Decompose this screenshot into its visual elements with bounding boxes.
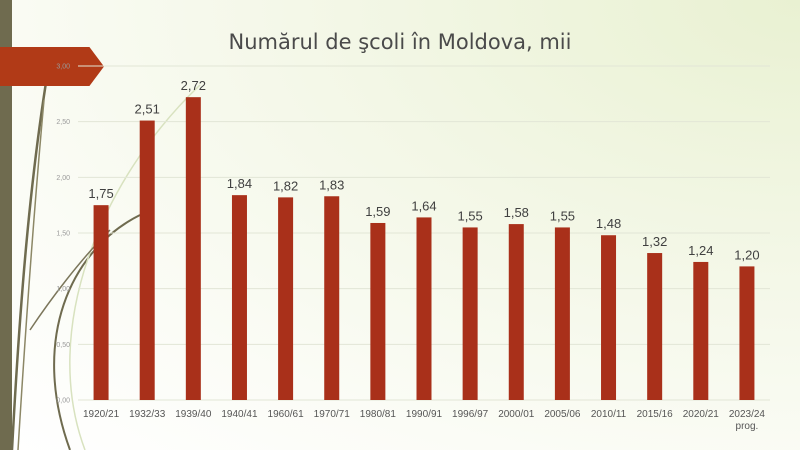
x-tick-label: 1940/41 bbox=[221, 409, 258, 420]
left-accent-strip bbox=[0, 0, 12, 450]
x-tick-label: 2015/16 bbox=[637, 409, 674, 420]
x-tick-label: 2020/21 bbox=[683, 409, 720, 420]
y-tick-label: 2,00 bbox=[56, 175, 70, 182]
data-label: 1,82 bbox=[273, 178, 298, 193]
bar bbox=[324, 196, 340, 400]
bar bbox=[508, 224, 524, 400]
data-label: 1,59 bbox=[365, 204, 390, 219]
x-tick-note: prog. bbox=[736, 421, 759, 432]
x-tick-label: 1996/97 bbox=[452, 409, 489, 420]
x-tick-label: 1980/81 bbox=[360, 409, 397, 420]
data-label: 2,51 bbox=[135, 102, 160, 117]
bar bbox=[93, 205, 109, 400]
bar bbox=[739, 266, 755, 400]
bar bbox=[278, 197, 294, 400]
data-label: 1,75 bbox=[88, 186, 113, 201]
x-tick-label: 2023/24 bbox=[729, 409, 766, 420]
data-label: 2,72 bbox=[181, 78, 206, 93]
data-label: 1,64 bbox=[411, 198, 436, 213]
x-tick-label: 2000/01 bbox=[498, 409, 535, 420]
bar bbox=[185, 97, 201, 400]
y-tick-label: 1,00 bbox=[56, 286, 70, 293]
x-tick-label: 1990/91 bbox=[406, 409, 443, 420]
y-tick-label: 0,50 bbox=[56, 342, 70, 349]
bar bbox=[647, 253, 663, 400]
data-label: 1,20 bbox=[734, 247, 759, 262]
data-label: 1,32 bbox=[642, 234, 667, 249]
data-label: 1,55 bbox=[550, 208, 575, 223]
y-tick-label: 2,50 bbox=[56, 119, 70, 126]
x-tick-label: 1970/71 bbox=[314, 409, 351, 420]
y-tick-label: 1,50 bbox=[56, 231, 70, 238]
y-tick-label: 0,00 bbox=[56, 398, 70, 405]
x-tick-label: 2010/11 bbox=[591, 409, 627, 420]
data-label: 1,48 bbox=[596, 216, 621, 231]
data-label: 1,58 bbox=[504, 205, 529, 220]
bar bbox=[416, 217, 432, 400]
data-label: 1,55 bbox=[457, 208, 482, 223]
x-tick-label: 1920/21 bbox=[83, 409, 120, 420]
x-tick-label: 1960/61 bbox=[268, 409, 305, 420]
bar bbox=[693, 261, 709, 400]
x-tick-label: 2005/06 bbox=[544, 409, 581, 420]
x-tick-label: 1932/33 bbox=[129, 409, 166, 420]
data-label: 1,83 bbox=[319, 177, 344, 192]
chart-title: Numărul de şcoli în Moldova, mii bbox=[228, 30, 572, 54]
data-label: 1,84 bbox=[227, 176, 252, 191]
y-tick-label: 3,00 bbox=[56, 64, 70, 71]
data-label: 1,24 bbox=[688, 243, 713, 258]
bar bbox=[462, 227, 478, 400]
bar bbox=[370, 222, 386, 400]
bar bbox=[139, 120, 155, 400]
x-tick-label: 1939/40 bbox=[175, 409, 212, 420]
bar bbox=[231, 195, 247, 400]
bar bbox=[554, 227, 570, 400]
bar bbox=[601, 235, 617, 400]
